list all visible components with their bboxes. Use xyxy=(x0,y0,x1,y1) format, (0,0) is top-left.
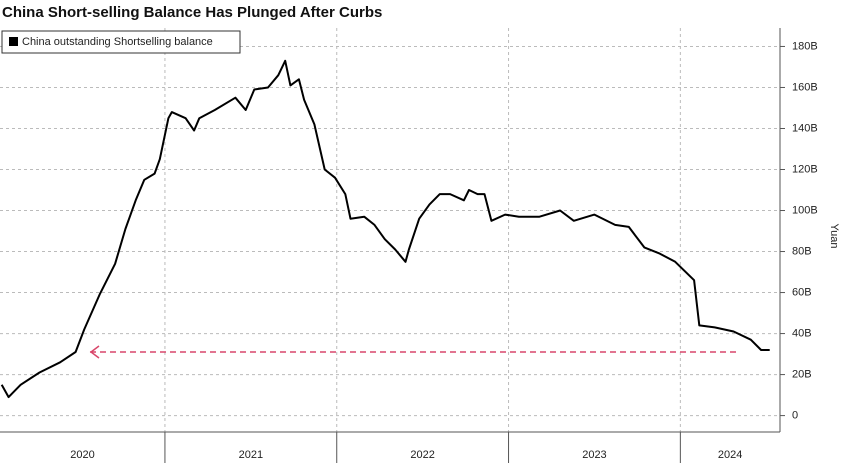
x-tick-label: 2021 xyxy=(239,449,263,461)
y-tick-label: 60B xyxy=(792,286,812,298)
x-tick-label: 2024 xyxy=(718,449,742,461)
y-tick-label: 120B xyxy=(792,163,818,175)
grid xyxy=(0,28,780,432)
y-tick-label: 0 xyxy=(792,410,798,422)
legend-swatch xyxy=(9,37,18,46)
y-tick-label: 160B xyxy=(792,81,818,93)
y-tick-label: 20B xyxy=(792,368,812,380)
y-tick-label: 140B xyxy=(792,122,818,134)
y-tick-label: 80B xyxy=(792,245,812,257)
y-axis-label: Yuan xyxy=(828,223,840,248)
y-tick-label: 180B xyxy=(792,40,818,52)
data-line xyxy=(0,59,770,399)
y-tick-label: 40B xyxy=(792,327,812,339)
chart-title: China Short-selling Balance Has Plunged … xyxy=(2,4,382,21)
x-tick-label: 2023 xyxy=(582,449,606,461)
legend xyxy=(1,30,241,54)
y-tick-label: 100B xyxy=(792,204,818,216)
legend-label: China outstanding Shortselling balance xyxy=(22,36,213,48)
x-tick-label: 2020 xyxy=(70,449,94,461)
x-tick-label: 2022 xyxy=(410,449,434,461)
arrow-head xyxy=(89,345,100,359)
